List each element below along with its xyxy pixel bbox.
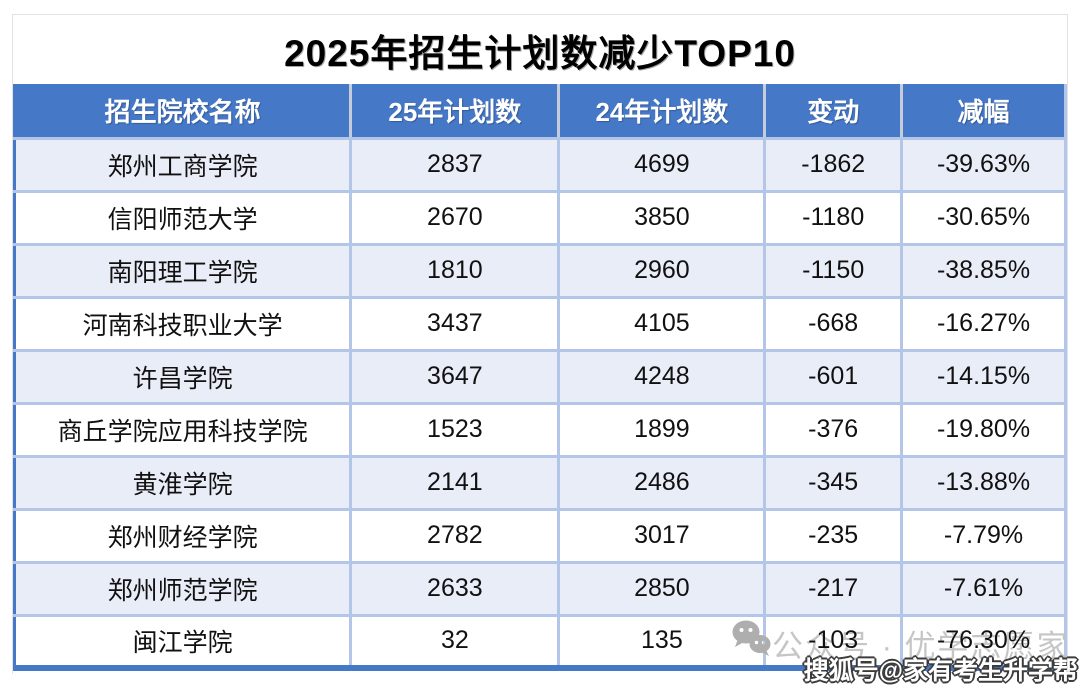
cell-school-name: 信阳师范大学 — [14, 189, 353, 246]
cell-plan-2024: 2850 — [557, 560, 767, 617]
table-row: 河南科技职业大学 3437 4105 -668 -16.27% — [14, 295, 1066, 352]
cell-plan-2024: 3017 — [557, 507, 767, 564]
cell-change: -217 — [763, 560, 904, 617]
column-header-4: 减幅 — [901, 84, 1066, 140]
cell-plan-2025: 32 — [349, 613, 561, 670]
table-header-row: 招生院校名称 25年计划数 24年计划数 变动 减幅 — [14, 84, 1066, 140]
cell-plan-2025: 2670 — [349, 189, 561, 246]
title-bar: 2025年招生计划数减少TOP10 — [13, 15, 1067, 84]
table-row: 黄淮学院 2141 2486 -345 -13.88% — [14, 454, 1066, 511]
cell-change: -345 — [763, 454, 904, 511]
cell-plan-2024: 135 — [557, 613, 767, 670]
column-header-0: 招生院校名称 — [14, 84, 353, 140]
cell-drop-pct: -16.27% — [900, 295, 1066, 352]
column-header-3: 变动 — [764, 84, 904, 140]
enrollment-reduction-table: 招生院校名称 25年计划数 24年计划数 变动 减幅 郑州工商学院 2837 4699 -18… — [13, 84, 1067, 671]
cell-plan-2025: 2633 — [349, 560, 561, 617]
cell-plan-2025: 2837 — [349, 136, 561, 193]
cell-drop-pct: -39.63% — [900, 136, 1066, 193]
cell-plan-2025: 1523 — [349, 401, 561, 458]
cell-school-name: 黄淮学院 — [14, 454, 353, 511]
table-row: 信阳师范大学 2670 3850 -1180 -30.65% — [14, 189, 1066, 246]
cell-plan-2025: 3647 — [349, 348, 561, 405]
cell-drop-pct: -14.15% — [900, 348, 1066, 405]
cell-plan-2025: 3437 — [349, 295, 561, 352]
cell-school-name: 闽江学院 — [14, 613, 353, 670]
cell-plan-2024: 4699 — [557, 136, 767, 193]
cell-plan-2024: 1899 — [557, 401, 767, 458]
cell-change: -103 — [763, 613, 904, 670]
cell-school-name: 许昌学院 — [14, 348, 353, 405]
cell-drop-pct: -7.79% — [900, 507, 1066, 564]
cell-school-name: 河南科技职业大学 — [14, 295, 353, 352]
cell-plan-2025: 2141 — [349, 454, 561, 511]
cell-drop-pct: -76.30% — [900, 613, 1066, 670]
cell-plan-2024: 2960 — [557, 242, 767, 299]
table-row: 郑州工商学院 2837 4699 -1862 -39.63% — [14, 136, 1066, 193]
column-header-2: 24年计划数 — [558, 84, 767, 140]
cell-change: -601 — [763, 348, 904, 405]
cell-school-name: 南阳理工学院 — [14, 242, 353, 299]
cell-drop-pct: -13.88% — [900, 454, 1066, 511]
cell-change: -668 — [763, 295, 904, 352]
cell-plan-2024: 2486 — [557, 454, 767, 511]
table-card: 2025年招生计划数减少TOP10 招生院校名称 25年计划数 24年计划数 变动 减幅… — [12, 14, 1068, 674]
cell-change: -235 — [763, 507, 904, 564]
cell-plan-2024: 4248 — [557, 348, 767, 405]
cell-drop-pct: -30.65% — [900, 189, 1066, 246]
cell-change: -1180 — [763, 189, 904, 246]
table-row: 郑州师范学院 2633 2850 -217 -7.61% — [14, 560, 1066, 617]
column-header-1: 25年计划数 — [350, 84, 561, 140]
cell-school-name: 郑州师范学院 — [14, 560, 353, 617]
cell-plan-2025: 1810 — [349, 242, 561, 299]
cell-change: -1862 — [763, 136, 904, 193]
cell-plan-2025: 2782 — [349, 507, 561, 564]
table-row: 郑州财经学院 2782 3017 -235 -7.79% — [14, 507, 1066, 564]
cell-school-name: 郑州工商学院 — [14, 136, 353, 193]
cell-plan-2024: 3850 — [557, 189, 767, 246]
cell-change: -376 — [763, 401, 904, 458]
cell-school-name: 郑州财经学院 — [14, 507, 353, 564]
table-row: 南阳理工学院 1810 2960 -1150 -38.85% — [14, 242, 1066, 299]
cell-plan-2024: 4105 — [557, 295, 767, 352]
cell-change: -1150 — [763, 242, 904, 299]
cell-drop-pct: -19.80% — [900, 401, 1066, 458]
table-row: 闽江学院 32 135 -103 -76.30% — [14, 613, 1066, 670]
cell-school-name: 商丘学院应用科技学院 — [14, 401, 353, 458]
cell-drop-pct: -38.85% — [900, 242, 1066, 299]
cell-drop-pct: -7.61% — [900, 560, 1066, 617]
table-row: 商丘学院应用科技学院 1523 1899 -376 -19.80% — [14, 401, 1066, 458]
table-row: 许昌学院 3647 4248 -601 -14.15% — [14, 348, 1066, 405]
page-title: 2025年招生计划数减少TOP10 — [284, 32, 796, 74]
